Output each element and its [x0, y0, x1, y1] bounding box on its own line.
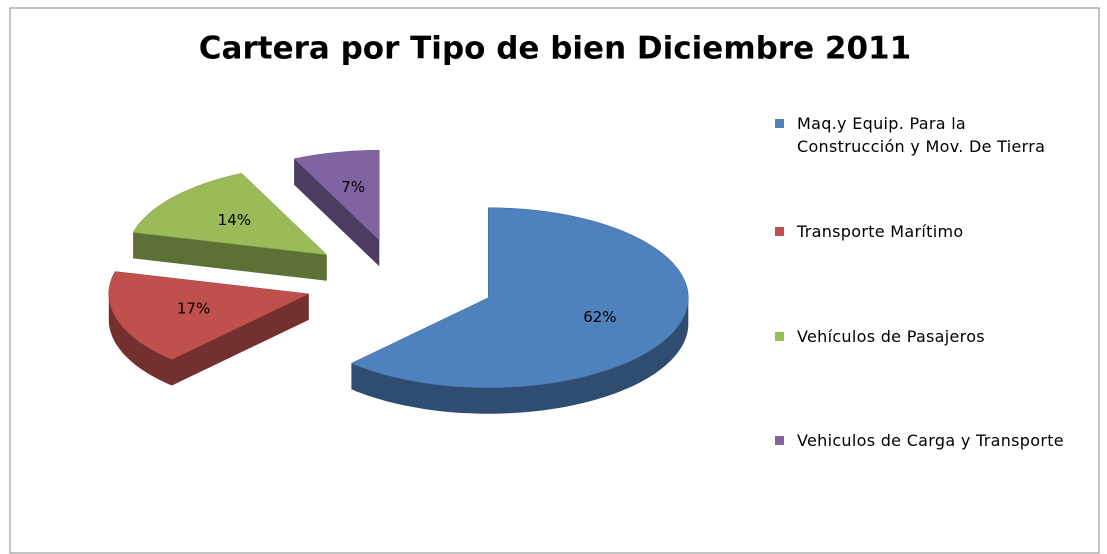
legend-item: Vehículos de Pasajeros	[775, 325, 1065, 348]
slice	[108, 271, 310, 360]
slice	[293, 150, 380, 241]
legend-swatch	[775, 227, 784, 236]
legend-swatch	[775, 436, 784, 445]
slice	[132, 173, 328, 256]
slice	[350, 207, 689, 388]
legend-label: Vehiculos de Carga y Transporte	[797, 431, 1064, 450]
chart-title: Cartera por Tipo de bien Diciembre 2011	[199, 31, 911, 67]
data-label: 17%	[177, 299, 210, 317]
legend-label: Maq.y Equip. Para la Construcción y Mov.…	[797, 114, 1046, 156]
legend-item: Vehiculos de Carga y Transporte	[775, 429, 1065, 452]
data-label: 7%	[341, 178, 365, 196]
legend-item: Maq.y Equip. Para la Construcción y Mov.…	[775, 112, 1065, 158]
data-label: 14%	[218, 211, 251, 229]
legend-swatch	[775, 119, 784, 128]
legend-label: Transporte Marítimo	[797, 222, 964, 241]
legend-item: Transporte Marítimo	[775, 220, 1065, 243]
legend-label: Vehículos de Pasajeros	[797, 327, 985, 346]
data-label: 62%	[583, 308, 616, 326]
legend-swatch	[775, 332, 784, 341]
